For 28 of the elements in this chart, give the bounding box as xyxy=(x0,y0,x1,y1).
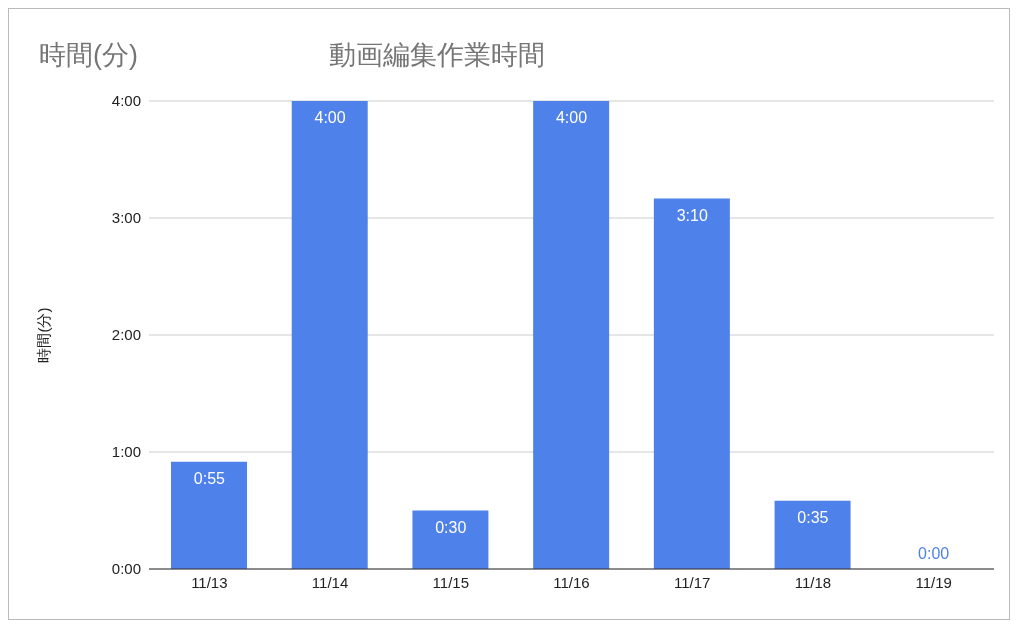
y-tick-label: 0:00 xyxy=(111,560,141,578)
data-label: 4:00 xyxy=(314,109,346,126)
y-tick-label: 3:00 xyxy=(111,209,141,227)
y-tick-label: 4:00 xyxy=(111,92,141,110)
data-label: 3:10 xyxy=(676,206,708,224)
x-tick-label: 11/13 xyxy=(191,573,228,591)
bar xyxy=(653,198,730,569)
bar xyxy=(412,510,489,569)
data-label: 4:00 xyxy=(555,109,588,126)
text: 時間(分) xyxy=(39,39,138,72)
data-label: 0:00 xyxy=(918,545,950,562)
x-tick-label: 11/19 xyxy=(915,573,952,591)
data-label: 0:35 xyxy=(797,508,829,526)
chart-title: 動画編集作業時間 xyxy=(329,39,545,72)
bar xyxy=(291,101,368,569)
data-label: 0:55 xyxy=(193,469,226,487)
x-tick-label: 11/18 xyxy=(794,573,832,591)
x-tick-label: 11/17 xyxy=(674,573,711,591)
bar xyxy=(533,101,610,569)
y-axis-title: 時間(分) xyxy=(35,307,53,363)
bar xyxy=(171,461,247,569)
y-tick-label: 1:00 xyxy=(111,443,141,461)
y-tick-label: 2:00 xyxy=(111,326,141,344)
data-label: 0:30 xyxy=(435,518,467,536)
x-tick-label: 11/14 xyxy=(311,573,349,591)
x-tick-label: 11/15 xyxy=(432,573,469,591)
x-tick-label: 11/16 xyxy=(553,573,590,591)
bar xyxy=(774,500,851,569)
